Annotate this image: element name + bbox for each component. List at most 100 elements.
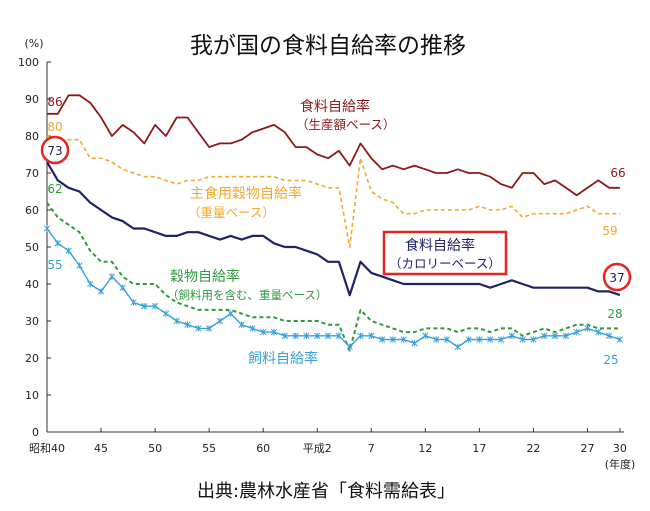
x-tick-label: 昭和40: [29, 442, 65, 455]
staple-grain-rate-point: [122, 168, 124, 170]
calorie-rate-point: [522, 283, 524, 285]
staple-grain-rate-point: [478, 205, 480, 207]
grain-rate-point: [187, 305, 189, 307]
production-value-rate-point: [262, 128, 264, 130]
feed-rate-point: [119, 284, 126, 291]
y-axis-ticks: 0 10 20 30 40 50 60 70 80 90 100: [18, 56, 51, 439]
grain-rate-point: [478, 327, 480, 329]
staple-grain-rate-point: [100, 157, 102, 159]
production-value-rate-start-label: 86: [47, 95, 62, 109]
feed-rate-point: [551, 332, 559, 339]
calorie-rate-point: [208, 235, 210, 237]
feed-rate-point: [151, 303, 159, 310]
staple-grain-rate-point: [435, 209, 437, 211]
grain-rate-point: [197, 309, 199, 311]
production-value-rate-point: [327, 157, 329, 159]
feed-rate-point: [465, 336, 472, 343]
production-value-rate-point: [46, 113, 48, 115]
calorie-rate-name: 食料自給率: [405, 237, 475, 254]
grain-rate-point: [57, 216, 59, 218]
x-tick-label: 7: [368, 442, 375, 455]
grain-rate-point: [68, 224, 70, 226]
feed-rate-point: [595, 328, 602, 336]
grain-rate-name: 穀物自給率: [170, 268, 240, 285]
calorie-rate-label-box: [382, 230, 508, 276]
x-tick-label: 50: [148, 442, 162, 455]
staple-grain-rate-point: [576, 209, 578, 211]
staple-grain-rate-point: [543, 213, 545, 215]
staple-grain-rate-note: （重量ベース）: [188, 205, 275, 220]
staple-grain-rate-start-label: 80: [47, 120, 62, 134]
staple-grain-rate-point: [295, 179, 297, 181]
production-value-rate-point: [565, 187, 567, 189]
grain-rate-point: [46, 202, 48, 204]
feed-rate-point: [195, 325, 202, 332]
grain-rate-point: [446, 327, 448, 329]
y-tick-label: 50: [25, 241, 39, 254]
y-axis-unit-label: (%): [24, 37, 43, 50]
feed-rate-point: [324, 332, 332, 339]
feed-rate-point: [54, 240, 61, 247]
staple-grain-rate-point: [468, 209, 470, 211]
production-value-rate-point: [316, 154, 318, 156]
staple-grain-rate-point: [197, 179, 199, 181]
staple-grain-rate-point: [262, 176, 264, 178]
grain-rate-point: [608, 327, 610, 329]
calorie-rate-point: [511, 279, 513, 281]
production-value-rate-point: [143, 142, 145, 144]
feed-rate-point: [357, 332, 364, 339]
calorie-rate-point: [176, 235, 178, 237]
feed-rate-point: [205, 325, 213, 332]
feed-rate-point: [270, 328, 278, 336]
production-value-rate-point: [587, 187, 589, 189]
production-value-rate-point: [370, 157, 372, 159]
staple-grain-rate-point: [370, 191, 372, 193]
x-tick-label: 17: [472, 442, 486, 455]
calorie-rate-point: [414, 283, 416, 285]
production-value-rate-point: [468, 172, 470, 174]
grain-rate-point: [219, 309, 221, 311]
x-tick-label: 55: [202, 442, 216, 455]
calorie-rate-point: [446, 283, 448, 285]
staple-grain-rate-point: [414, 213, 416, 215]
staple-grain-rate-point: [327, 187, 329, 189]
feed-rate-point: [249, 325, 256, 332]
calorie-rate-point: [349, 294, 351, 296]
staple-grain-rate-point: [554, 213, 556, 215]
production-value-rate-point: [176, 117, 178, 119]
calorie-rate-point: [597, 290, 599, 292]
staple-grain-rate-point: [176, 183, 178, 185]
grain-rate-point: [414, 331, 416, 333]
feed-rate-point: [508, 332, 515, 339]
x-tick-label: 12: [418, 442, 432, 455]
grain-rate-point: [251, 316, 253, 318]
production-value-rate-point: [608, 187, 610, 189]
production-value-rate-point: [219, 142, 221, 144]
grain-rate-point: [543, 327, 545, 329]
feed-rate-point: [303, 332, 310, 339]
production-value-rate-point: [554, 179, 556, 181]
staple-grain-rate-point: [284, 179, 286, 181]
production-value-rate-point: [522, 172, 524, 174]
staple-grain-rate-point: [522, 216, 524, 218]
staple-grain-rate-point: [241, 176, 243, 178]
x-tick-label: 30: [613, 442, 627, 455]
x-axis-unit-label: (年度): [605, 457, 636, 471]
x-tick-label: 45: [94, 442, 108, 455]
x-tick-label: 22: [526, 442, 540, 455]
grain-rate-point: [327, 324, 329, 326]
feed-rate-point: [314, 332, 321, 339]
production-value-rate-point: [532, 172, 534, 174]
feed-rate-point: [368, 332, 375, 339]
calorie-rate-point: [284, 246, 286, 248]
y-tick-label: 0: [32, 426, 39, 439]
calorie-rate-point: [478, 283, 480, 285]
production-value-rate-line: [47, 94, 620, 197]
y-tick-label: 20: [25, 352, 39, 365]
calorie-rate-point: [262, 235, 264, 237]
calorie-rate-point: [219, 239, 221, 241]
staple-grain-rate-point: [500, 209, 502, 211]
feed-rate-point: [454, 343, 461, 351]
series-lines: [43, 94, 624, 352]
